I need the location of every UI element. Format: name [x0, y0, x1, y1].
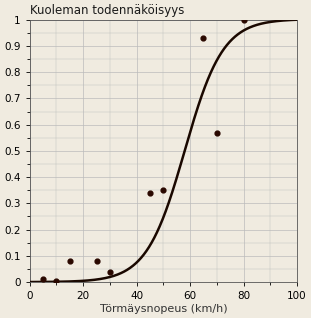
Point [214, 130, 219, 135]
Point [147, 190, 152, 195]
Point [161, 188, 166, 193]
Text: Kuoleman todennäköisyys: Kuoleman todennäköisyys [30, 4, 184, 17]
Point [241, 17, 246, 22]
Point [40, 277, 45, 282]
Point [54, 278, 59, 283]
Point [94, 259, 99, 264]
X-axis label: Törmäysnopeus (km/h): Törmäysnopeus (km/h) [100, 304, 227, 314]
Point [201, 36, 206, 41]
Point [107, 269, 112, 274]
Point [67, 259, 72, 264]
